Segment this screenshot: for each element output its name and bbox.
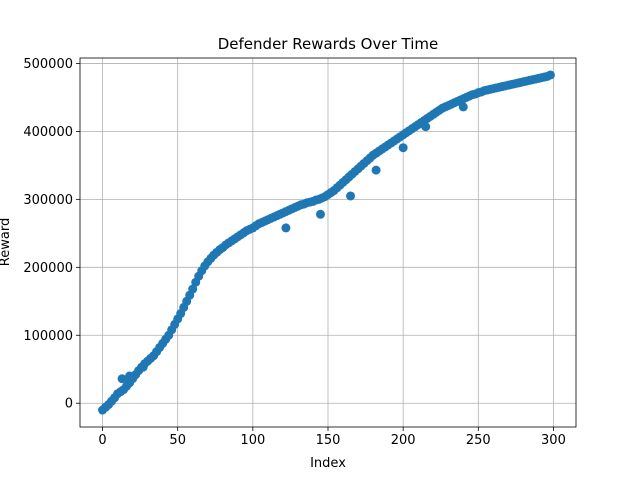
y-axis-ticks: 0 100000 200000 300000 400000 500000 xyxy=(23,57,80,412)
chart-title: Defender Rewards Over Time xyxy=(218,35,438,53)
y-tick-label: 400000 xyxy=(23,125,73,140)
x-axis-label: Index xyxy=(310,456,346,471)
data-point xyxy=(315,209,325,219)
data-point xyxy=(188,284,198,294)
data-point xyxy=(281,223,291,233)
grid-lines xyxy=(80,58,576,427)
data-points xyxy=(98,70,555,415)
x-tick-label: 200 xyxy=(391,433,416,448)
x-tick-label: 100 xyxy=(240,433,265,448)
data-point xyxy=(371,165,381,175)
x-tick-label: 150 xyxy=(316,433,341,448)
y-tick-label: 300000 xyxy=(23,193,73,208)
y-tick-label: 200000 xyxy=(23,261,73,276)
data-point xyxy=(346,191,356,201)
y-tick-label: 500000 xyxy=(23,57,73,72)
data-point xyxy=(117,374,127,384)
data-point xyxy=(138,362,148,372)
data-point xyxy=(421,122,431,132)
data-point xyxy=(545,70,555,80)
data-point xyxy=(458,102,468,112)
data-point xyxy=(125,371,135,381)
x-axis-ticks: 0 50 100 150 200 250 300 xyxy=(98,427,566,448)
y-axis-label: Reward xyxy=(0,218,13,266)
x-tick-label: 300 xyxy=(541,433,566,448)
x-tick-label: 0 xyxy=(98,433,106,448)
y-tick-label: 0 xyxy=(65,397,73,412)
x-tick-label: 250 xyxy=(466,433,491,448)
x-tick-label: 50 xyxy=(169,433,186,448)
data-point xyxy=(398,143,408,153)
y-tick-label: 100000 xyxy=(23,329,73,344)
